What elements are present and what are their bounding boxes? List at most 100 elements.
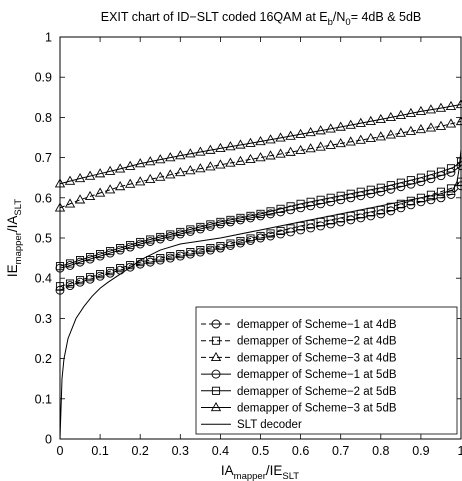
legend-marker — [210, 351, 222, 362]
series-marker — [166, 252, 175, 261]
series-marker — [375, 131, 386, 141]
series-marker — [396, 199, 405, 208]
series-marker — [325, 139, 336, 149]
series-marker — [266, 229, 275, 238]
series-marker — [155, 154, 166, 164]
series-marker — [235, 155, 246, 165]
y-tick-label: 0 — [45, 433, 52, 447]
series-marker — [445, 118, 457, 128]
series-marker — [285, 146, 296, 156]
series-marker — [155, 171, 166, 181]
series-marker — [305, 143, 316, 153]
series-marker — [185, 148, 196, 158]
series-marker — [55, 282, 65, 291]
series-marker — [186, 248, 195, 257]
series-marker — [114, 163, 126, 173]
series-marker — [316, 195, 325, 204]
legend-label: demapper of Scheme−3 at 5dB — [237, 403, 397, 415]
series-marker — [176, 250, 185, 259]
series-marker — [94, 187, 106, 197]
series-marker — [146, 256, 155, 265]
series-marker — [215, 159, 226, 169]
legend-entry: demapper of Scheme−2 at 4dB — [201, 336, 397, 348]
series-marker — [176, 227, 185, 237]
x-tick-label: 0.8 — [372, 444, 389, 458]
series-line — [59, 181, 462, 287]
legend-label: demapper of Scheme−2 at 4dB — [237, 336, 397, 348]
series-marker — [104, 165, 116, 175]
series-marker — [416, 173, 425, 182]
series-marker — [135, 176, 146, 186]
series-marker — [116, 243, 125, 253]
series-marker — [126, 240, 135, 250]
legend-label: demapper of Scheme−2 at 5dB — [237, 386, 397, 398]
legend-marker — [211, 369, 221, 379]
series-line — [59, 120, 462, 209]
series-marker — [64, 175, 76, 185]
series-marker — [385, 111, 396, 122]
series-marker — [356, 187, 365, 196]
series-marker — [125, 178, 136, 188]
series-marker — [396, 178, 405, 187]
series-marker — [65, 279, 75, 288]
series-marker — [326, 193, 335, 202]
series-marker — [84, 190, 96, 201]
series-marker — [86, 273, 95, 282]
series-marker — [64, 198, 76, 208]
series-marker — [315, 125, 326, 135]
series-marker — [365, 115, 376, 125]
series-marker — [295, 144, 306, 155]
series-marker — [165, 169, 176, 179]
series-marker — [425, 122, 437, 132]
series-marker — [315, 141, 326, 151]
series-marker — [175, 150, 186, 160]
x-axis-ticks: 0 0.1 0.2 0.3 0.4 0.5 0.6 0.7 0.8 0.9 1 — [57, 37, 462, 458]
series-marker — [196, 246, 205, 255]
series-marker — [216, 241, 225, 251]
series-marker — [445, 100, 457, 110]
series-marker — [276, 204, 285, 213]
y-tick-label: 1 — [45, 31, 52, 45]
series-2 — [55, 177, 462, 291]
series-marker — [226, 215, 235, 224]
series-marker — [206, 220, 215, 229]
series-marker — [286, 224, 295, 233]
series-marker — [75, 276, 85, 285]
x-tick-label: 0.9 — [412, 444, 429, 458]
series-marker — [116, 264, 125, 273]
legend-entry: demapper of Scheme−1 at 4dB — [201, 319, 397, 331]
legend-entry: demapper of Scheme−3 at 5dB — [201, 401, 397, 415]
series-marker — [65, 259, 75, 268]
series-marker — [185, 165, 196, 175]
x-tick-label: 0 — [57, 444, 64, 458]
legend-entries: demapper of Scheme−1 at 4dB demapper of S… — [201, 319, 397, 431]
series-marker — [145, 156, 156, 166]
y-tick-label: 0.7 — [35, 151, 52, 165]
series-marker — [54, 202, 66, 212]
series-marker — [365, 132, 376, 143]
series-marker — [456, 157, 462, 166]
series-marker — [74, 194, 86, 204]
series-marker — [386, 181, 395, 190]
series-marker — [455, 99, 462, 109]
x-tick-label: 0.1 — [91, 444, 108, 458]
series-marker — [216, 217, 225, 226]
series-marker — [136, 258, 145, 267]
series-marker — [385, 129, 396, 139]
series-marker — [355, 117, 366, 127]
series-marker — [435, 102, 447, 112]
series-marker — [325, 123, 336, 133]
series-marker — [106, 267, 115, 276]
series-marker — [455, 115, 462, 126]
series-marker — [375, 113, 386, 124]
series-marker — [296, 199, 305, 208]
x-tick-label: 0.2 — [132, 444, 149, 458]
series-marker — [114, 181, 126, 191]
series-marker — [346, 189, 355, 198]
series-marker — [196, 222, 205, 231]
series-marker — [266, 207, 275, 216]
legend-entry: demapper of Scheme−2 at 5dB — [201, 386, 397, 398]
series-marker — [345, 119, 356, 129]
series-marker — [186, 225, 195, 234]
series-marker — [236, 213, 245, 222]
